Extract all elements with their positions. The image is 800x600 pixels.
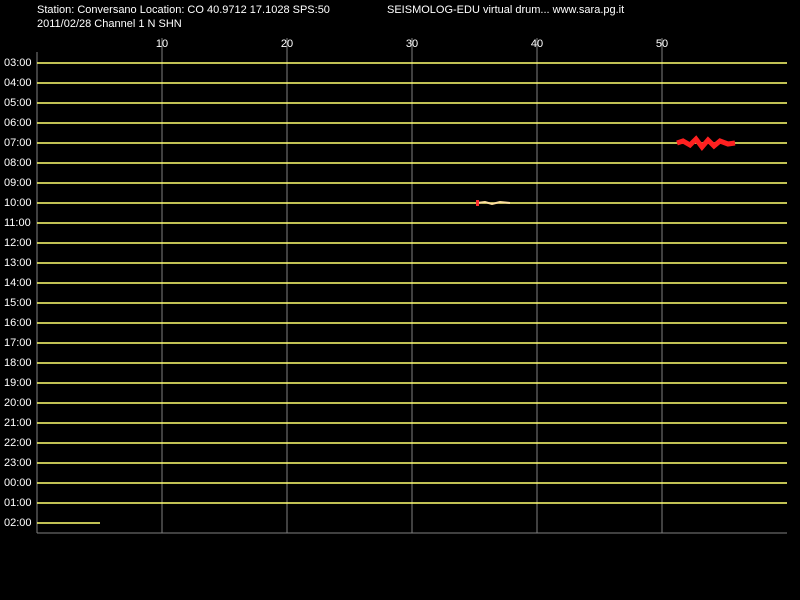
hour-label: 20:00 — [4, 397, 32, 409]
x-tick-label: 30 — [406, 38, 418, 50]
x-tick-label: 50 — [656, 38, 668, 50]
hour-label: 18:00 — [4, 357, 32, 369]
hour-label: 21:00 — [4, 417, 32, 429]
hour-label: 01:00 — [4, 497, 32, 509]
hour-label: 07:00 — [4, 137, 32, 149]
x-tick-label: 40 — [531, 38, 543, 50]
event-marker — [476, 200, 479, 206]
hour-label: 00:00 — [4, 477, 32, 489]
hour-label: 11:00 — [4, 217, 31, 229]
hour-label: 14:00 — [4, 277, 32, 289]
hour-label: 08:00 — [4, 157, 32, 169]
hour-label: 22:00 — [4, 437, 32, 449]
hour-label: 02:00 — [4, 517, 32, 529]
hour-label: 10:00 — [4, 197, 32, 209]
hour-label: 16:00 — [4, 317, 32, 329]
seismic-event — [676, 135, 736, 151]
hour-label: 09:00 — [4, 177, 32, 189]
hour-label: 05:00 — [4, 97, 32, 109]
hour-label: 06:00 — [4, 117, 32, 129]
minor-event — [476, 200, 511, 206]
station-info: Station: Conversano Location: CO 40.9712… — [37, 4, 330, 16]
hour-label: 17:00 — [4, 337, 32, 349]
hour-label: 23:00 — [4, 457, 32, 469]
x-tick-label: 10 — [156, 38, 168, 50]
hour-label: 03:00 — [4, 57, 32, 69]
traces — [37, 38, 787, 533]
date-channel: 2011/02/28 Channel 1 N SHN — [37, 18, 182, 30]
x-tick-label: 20 — [281, 38, 293, 50]
hour-label: 19:00 — [4, 377, 32, 389]
hour-label: 13:00 — [4, 257, 32, 269]
hour-label: 04:00 — [4, 77, 32, 89]
hour-label: 15:00 — [4, 297, 32, 309]
hour-label: 12:00 — [4, 237, 32, 249]
program-info: SEISMOLOG-EDU virtual drum... www.sara.p… — [387, 4, 624, 16]
